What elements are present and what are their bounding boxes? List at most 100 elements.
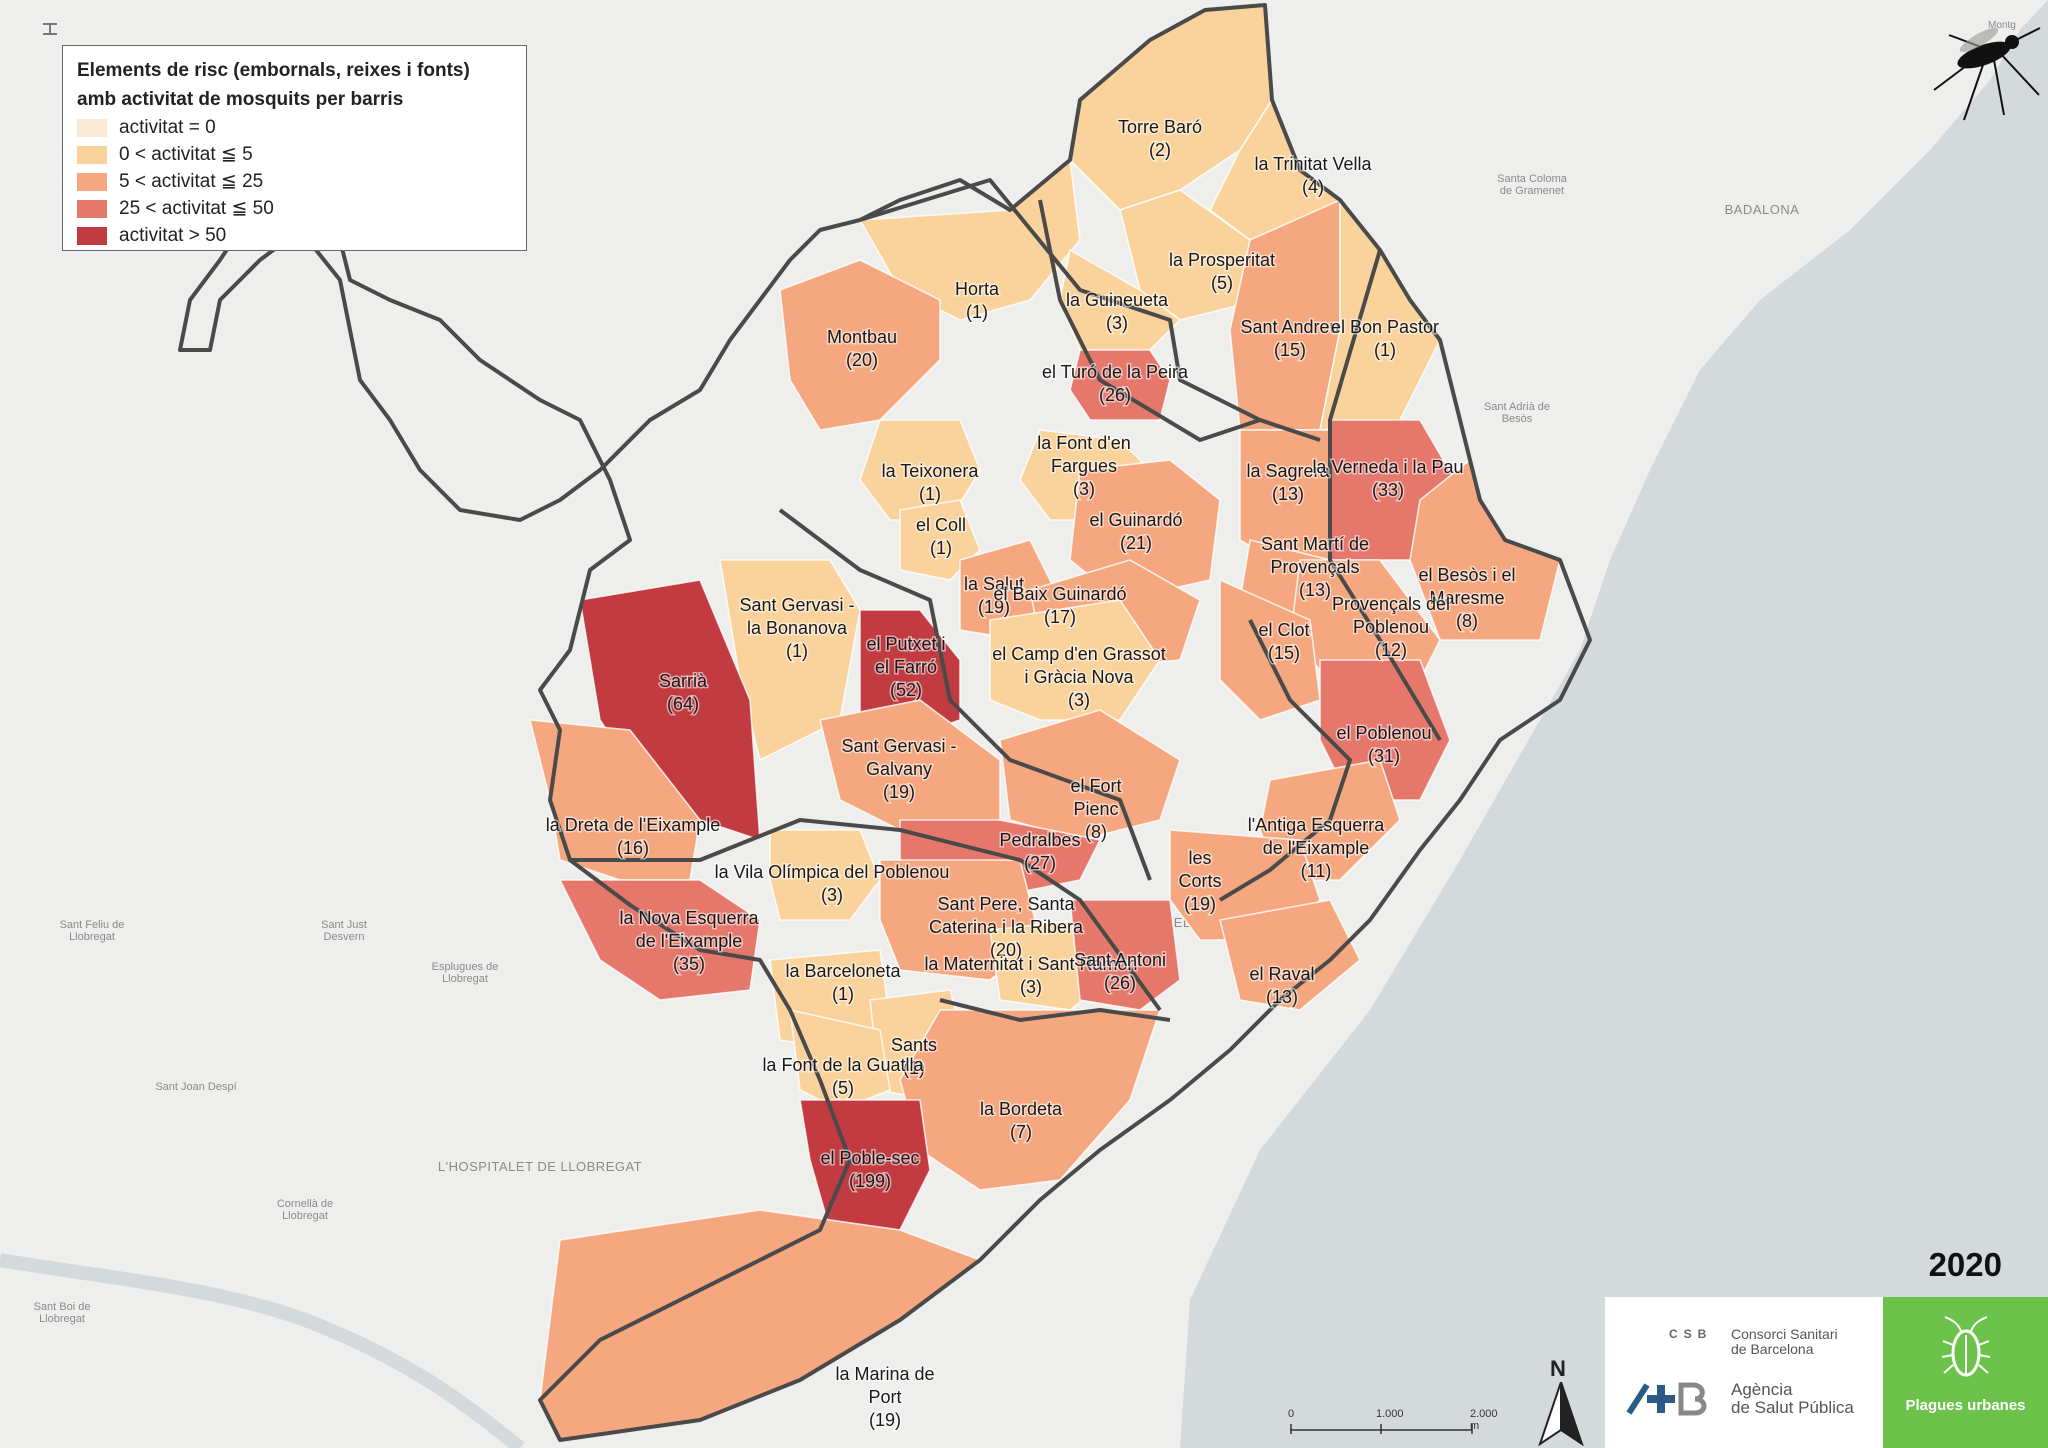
aspb-logo-icon	[1626, 1382, 1707, 1416]
neighbourhood-count: (1)	[966, 302, 988, 322]
neighbourhood-name: Provençals del	[1332, 594, 1450, 614]
legend-label: activitat > 50	[119, 224, 227, 246]
plagues-urbanes-logo: Plagues urbanes	[1883, 1297, 2048, 1448]
neighbourhood-count: (27)	[1024, 853, 1056, 873]
neighbourhood-name: la Font d'en	[1037, 433, 1131, 453]
neighbourhood-count: (31)	[1368, 746, 1400, 766]
neighbourhood-count: (3)	[1073, 479, 1095, 499]
neighbourhood-count: (5)	[1211, 273, 1233, 293]
neighbourhood-name: Sant Martí de	[1261, 534, 1369, 554]
neighbourhood-name: Torre Baró	[1118, 117, 1202, 137]
neighbourhood-count: (26)	[1099, 385, 1131, 405]
legend-item: activitat = 0	[77, 114, 512, 141]
neighbourhood-area	[558, 879, 761, 1001]
district-divider-1	[859, 178, 1261, 422]
neighbourhood-count: (35)	[673, 954, 705, 974]
neighbourhood-name: la Teixonera	[882, 461, 980, 481]
ruler-icon	[43, 23, 57, 35]
neighbourhood-name: la Barceloneta	[785, 961, 901, 981]
neighbourhood-count: (1)	[903, 1058, 925, 1078]
neighbourhood-name: les	[1188, 848, 1211, 868]
legend-label: activitat = 0	[119, 116, 216, 138]
scale-bar-line	[1290, 1424, 1473, 1434]
neighbourhood-name: de l'Eixample	[636, 931, 743, 951]
neighbourhood-count: (33)	[1372, 480, 1404, 500]
neighbourhood-name: Pienc	[1073, 799, 1118, 819]
scale-tick-label: 0	[1288, 1408, 1295, 1420]
city-outline	[178, 3, 1592, 1442]
neighbourhood-name: la Vila Olímpica del Poblenou	[715, 862, 950, 882]
neighbourhood-name: de l'Eixample	[1263, 838, 1370, 858]
neighbourhood-name: la Marina de	[835, 1364, 934, 1384]
neighbourhood-count: (20)	[990, 940, 1022, 960]
neighbourhood-name: Pedralbes	[999, 830, 1080, 850]
neighbourhood-name: Galvany	[866, 759, 932, 779]
district-divider-6	[939, 998, 1171, 1022]
neighbourhood-area	[899, 1009, 1162, 1191]
neighbourhood-name: el Bon Pastor	[1331, 317, 1439, 337]
north-arrow-icon	[1538, 1382, 1584, 1446]
neighbourhood-count: (64)	[667, 694, 699, 714]
aspb-logo-name: Agència de Salut Pública	[1731, 1381, 1881, 1417]
neighbourhood-name: la Sagrera	[1246, 461, 1330, 481]
neighbourhood-count: (26)	[1104, 973, 1136, 993]
neighbourhood-count: (16)	[617, 838, 649, 858]
neighbourhood-name: Sant Antoni	[1074, 950, 1166, 970]
legend-swatch	[77, 118, 107, 137]
mosquito-icon	[1933, 27, 2041, 121]
neighbourhood-name: Caterina i la Ribera	[929, 917, 1084, 937]
neighbourhood-count: (3)	[1068, 690, 1090, 710]
neighbourhood-name: Corts	[1178, 871, 1221, 891]
neighbourhood-polygons	[528, 4, 1561, 1441]
neighbourhood-name: la Bordeta	[980, 1099, 1063, 1119]
legend-label: 25 < activitat ≦ 50	[119, 198, 274, 219]
neighbourhood-count: (1)	[1374, 340, 1396, 360]
neighbourhood-count: (17)	[1044, 607, 1076, 627]
neighbourhood-area	[769, 829, 881, 921]
neighbourhood-count: (199)	[849, 1171, 891, 1191]
neighbourhood-name: Sant Gervasi -	[841, 736, 956, 756]
district-divider-3	[570, 818, 1162, 1012]
montgat-label: Montg	[1988, 20, 2016, 31]
neighbourhood-name: Sant Andreu	[1240, 317, 1339, 337]
neighbourhood-count: (7)	[1010, 1122, 1032, 1142]
logo-panel: CSB Consorci Sanitari de Barcelona Agènc…	[1605, 1297, 1883, 1448]
neighbourhood-count: (3)	[1106, 313, 1128, 333]
csb-logo-name: Consorci Sanitari de Barcelona	[1731, 1327, 1881, 1357]
neighbourhood-name: el Coll	[916, 515, 966, 535]
district-divider-7	[1328, 249, 1442, 742]
badalona-label: BADALONA	[1725, 202, 1800, 217]
cornella-label: Cornellà de	[277, 1198, 333, 1210]
neighbourhood-count: (21)	[1120, 533, 1152, 553]
neighbourhood-count: (1)	[930, 538, 952, 558]
scale-tick-label: 2.000 m	[1470, 1408, 1498, 1432]
legend-label: 5 < activitat ≦ 25	[119, 171, 264, 192]
neighbourhood-count: (3)	[821, 885, 843, 905]
csb-name-line-2: de Barcelona	[1731, 1341, 1814, 1357]
neighbourhood-area	[779, 259, 941, 431]
cockroach-icon	[1941, 1316, 1991, 1377]
map-legend: Elements de risc (embornals, reixes i fo…	[62, 45, 527, 251]
neighbourhood-name: la Verneda i la Pau	[1312, 457, 1463, 477]
neighbourhood-name: la Prosperitat	[1169, 250, 1275, 270]
esplugues-label-2: Llobregat	[442, 973, 488, 985]
legend-label: 0 < activitat ≦ 5	[119, 144, 253, 165]
year-label: 2020	[1928, 1246, 2002, 1283]
neighbourhood-name: el Poblenou	[1336, 723, 1431, 743]
neighbourhood-count: (5)	[832, 1078, 854, 1098]
neighbourhood-count: (4)	[1302, 177, 1324, 197]
neighbourhood-name: la Dreta de l'Eixample	[546, 815, 721, 835]
neighbourhood-name: el Raval	[1249, 964, 1314, 984]
csb-logo-mark: CSB	[1669, 1327, 1713, 1341]
sant-adria-label-2: Besòs	[1502, 413, 1533, 425]
neighbourhood-name: Sarrià	[659, 671, 708, 691]
district-divider-5	[1218, 619, 1352, 902]
hospitalet-label: L'HOSPITALET DE LLOBREGAT	[438, 1159, 642, 1174]
neighbourhood-name: i Gràcia Nova	[1024, 667, 1134, 687]
neighbourhood-count: (8)	[1456, 611, 1478, 631]
neighbourhood-name: Poblenou	[1353, 617, 1429, 637]
santa-coloma-label-2: de Gramenet	[1500, 185, 1564, 197]
sant-feliu-label-2: Llobregat	[69, 931, 115, 943]
neighbourhood-name: la Maternitat i Sant Ramon	[924, 954, 1137, 974]
neighbourhood-name: Montbau	[827, 327, 897, 347]
